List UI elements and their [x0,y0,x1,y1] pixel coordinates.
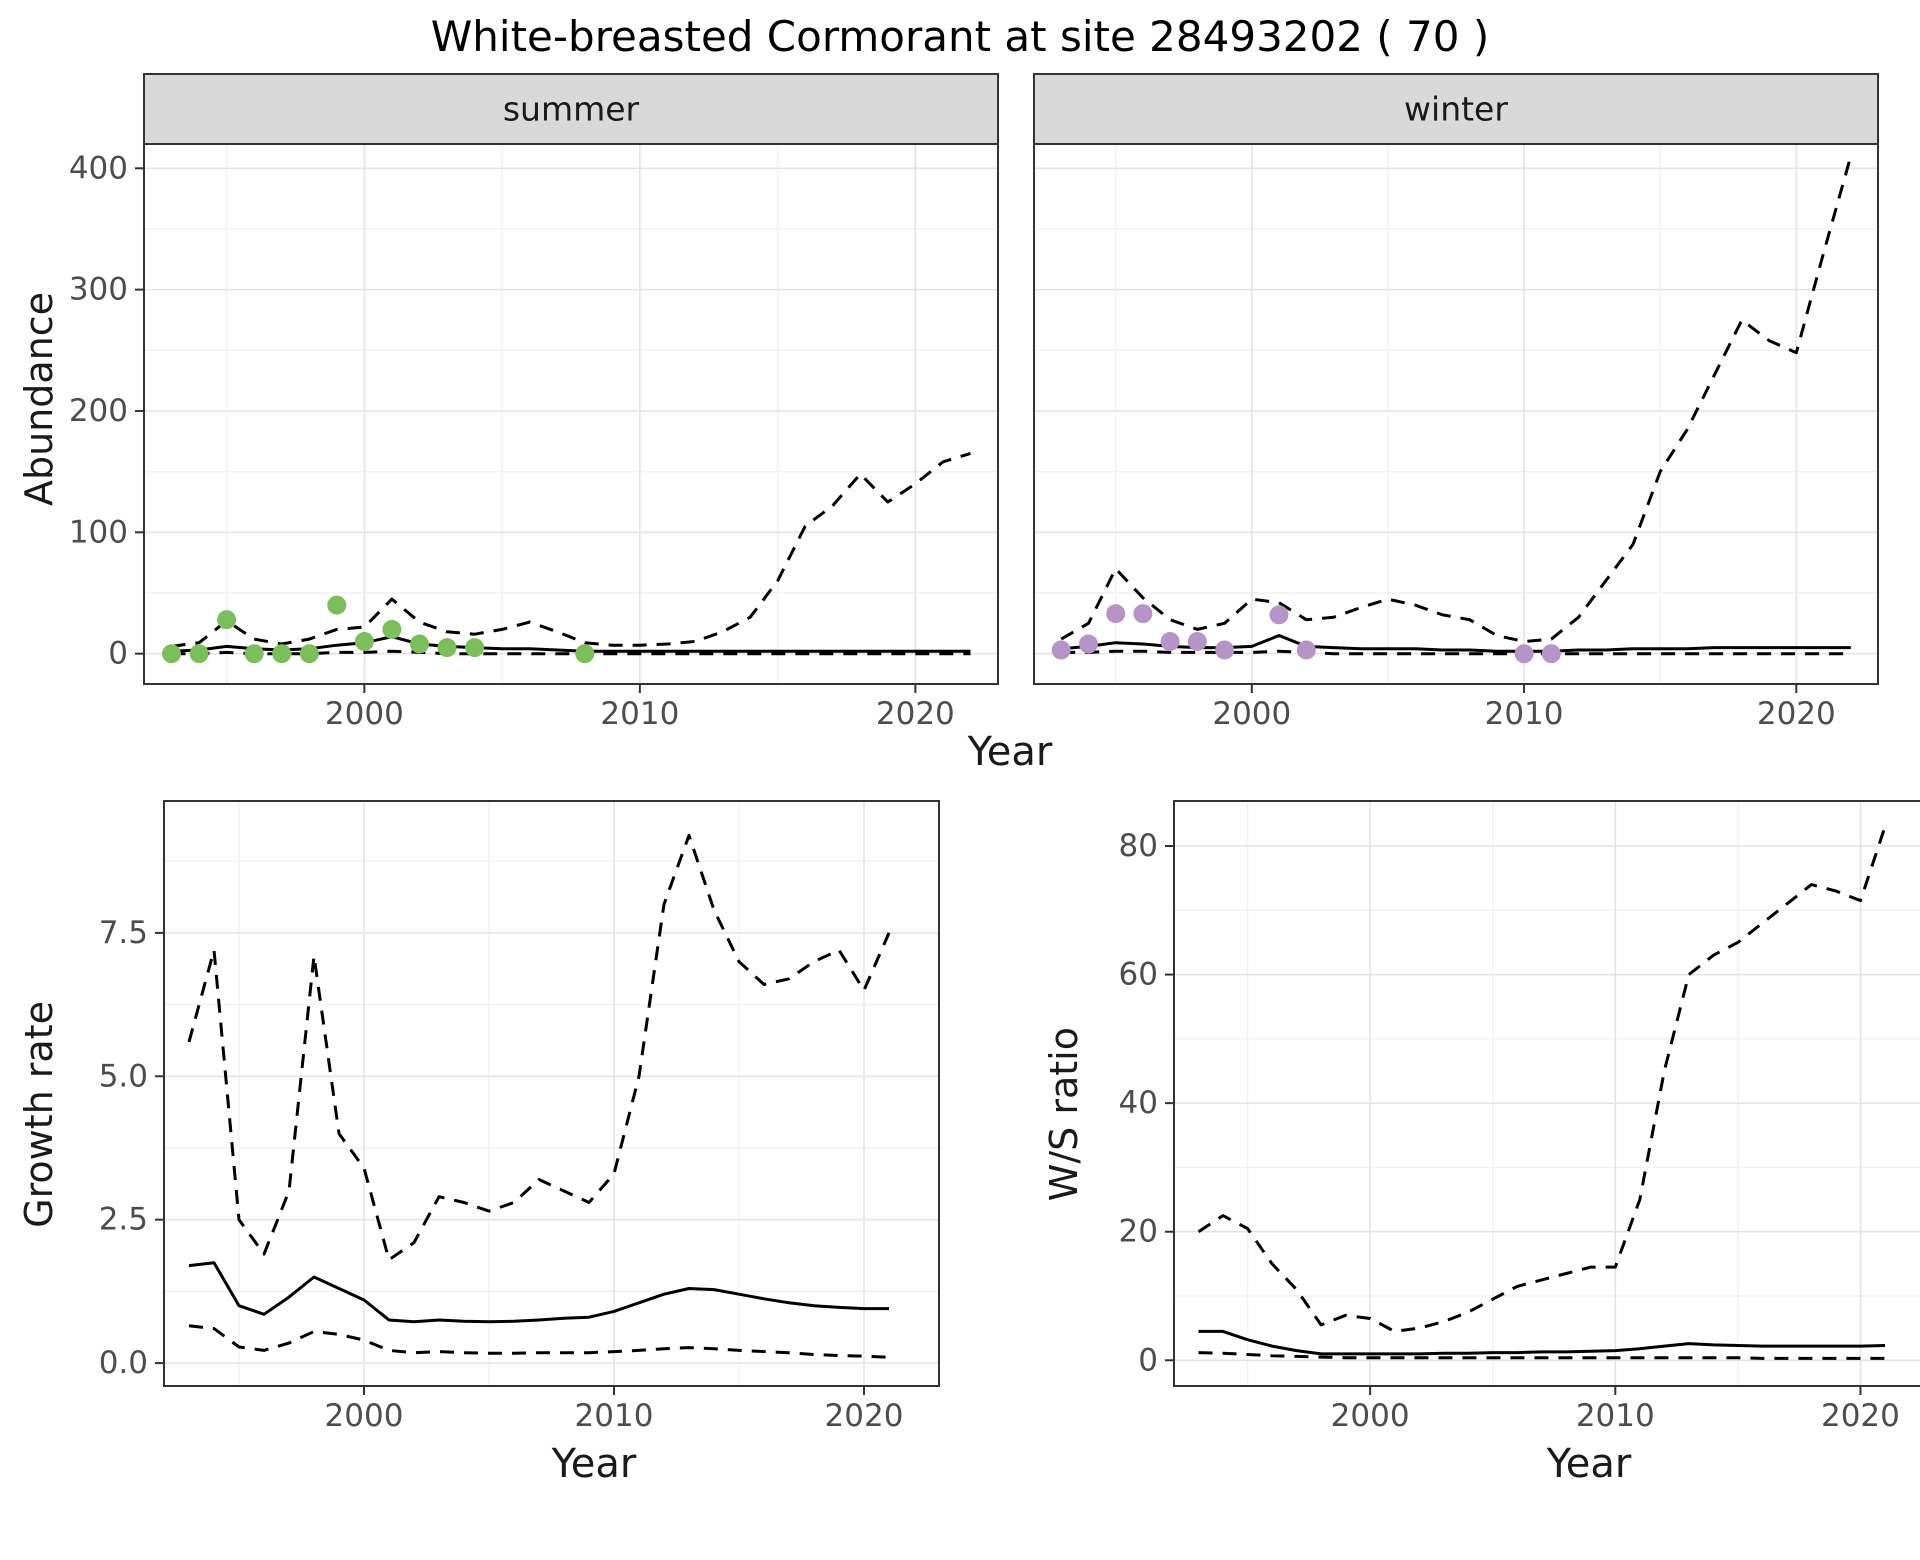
x-tick-label: 2000 [325,696,404,729]
x-axis-title-year-top: Year [967,729,1053,775]
x-tick-label: 2010 [1576,1398,1655,1434]
data-point-observed-winter [1160,632,1180,651]
data-point-observed-winter [1514,644,1534,664]
facet-strip-label: summer [503,90,640,129]
growth-rate-chart-col: 0.0 2.5 5.0 7.5 2000 2010 2020 Year [64,789,1039,1487]
series-upper_ci [1197,826,1887,1333]
data-point-observed-winter [1051,640,1071,660]
data-point-observed-summer [162,644,181,664]
x-tick-label: 2000 [1212,696,1291,729]
x-tick-label: 2020 [1757,696,1836,729]
panel-background [1034,144,1878,684]
y-tick-label: 60 [1119,957,1158,993]
y-axis-title-abundance: Abundance [17,291,61,507]
series-lower_ci [1198,1351,1885,1360]
ws-ratio-chart-col: 0 20 40 60 80 2000 2010 2020 Year [1089,789,1920,1487]
x-tick-label: 2010 [1485,696,1564,729]
y-axis-title-ws-box: W/S ratio [1039,789,1089,1439]
chart-ws-ratio: 0 20 40 60 80 2000 2010 2020 [1119,800,1920,1434]
y-tick-label: 40 [1119,1085,1158,1121]
series-median [1198,1329,1886,1356]
y-axis-title-growth-box: Growth rate [14,789,64,1439]
data-point-observed-summer [382,619,402,639]
data-point-observed-summer [575,644,595,664]
x-tick-label: 2020 [1821,1398,1900,1434]
panel-background [144,144,998,684]
series-median [188,1261,889,1324]
y-tick-label: 5.0 [99,1058,148,1094]
panel-border [163,800,940,1387]
data-point-observed-summer [217,610,237,630]
y-tick-label: 100 [69,514,128,550]
data-point-observed-winter [1269,605,1289,625]
y-tick-label: 400 [69,150,128,186]
data-point-observed-winter [1079,634,1098,654]
data-point-observed-summer [299,644,319,664]
data-point-observed-summer [244,644,264,664]
data-point-observed-summer [465,638,485,658]
data-point-observed-winter [1133,604,1153,624]
chart-abundance-summer: summer 0 100 200 300 400 2000 2010 2020 [69,73,999,729]
x-tick-label: 2000 [1331,1398,1410,1434]
data-point-observed-winter [1296,640,1316,660]
x-tick-label: 2020 [876,696,955,729]
x-tick-label: 2000 [325,1398,404,1434]
bottom-charts-row: Growth rate 0.0 2.5 5.0 7.5 2000 2010 2020 Yea… [0,789,1920,1487]
y-axis-title-ws-ratio: W/S ratio [1042,1026,1086,1202]
x-tick-label: 2010 [575,1398,654,1434]
facet-strip [143,73,999,145]
y-tick-label: 200 [69,393,128,429]
data-point-observed-summer [354,632,374,651]
facet-strip [1033,73,1879,145]
y-axis-title-abundance-box: Abundance [14,69,64,729]
growth-rate-chart-group: Growth rate 0.0 2.5 5.0 7.5 2000 2010 2020 Yea… [14,789,1039,1487]
series-lower_ci [1061,649,1851,656]
facet-strip-label: winter [1404,90,1508,129]
data-point-observed-summer [410,634,429,654]
panel-border [1173,800,1920,1387]
series-upper_ci [1060,155,1853,643]
x-tick-label: 2010 [600,696,679,729]
chart-title: White-breasted Cormorant at site 2849320… [430,12,1490,61]
abundance-facet-row: Abundance summer 0 100 200 300 400 2000 2010 202… [0,69,1920,729]
series-upper_ci [171,451,971,648]
y-tick-label: 2.5 [99,1202,148,1238]
x-axis-title-year-growth: Year [551,1441,637,1487]
data-point-observed-winter [1187,632,1207,651]
ws-ratio-chart-group: W/S ratio 0 20 40 60 80 2000 2010 2020 Year [1039,789,1920,1487]
y-tick-label: 0 [108,636,128,672]
chart-abundance-winter: winter 2000 2010 2020 [1033,73,1879,729]
data-point-observed-winter [1541,644,1561,664]
y-tick-label: 0 [1138,1342,1158,1378]
data-point-observed-summer [437,638,457,658]
data-point-observed-summer [189,644,209,664]
data-point-observed-summer [327,595,347,615]
x-axis-title-year-ws: Year [1546,1441,1632,1487]
chart-growth-rate: 0.0 2.5 5.0 7.5 2000 2010 2020 [99,800,940,1434]
data-point-observed-winter [1215,640,1235,660]
y-tick-label: 0.0 [99,1345,148,1381]
series-lower_ci [188,1324,890,1359]
y-tick-label: 300 [69,272,128,308]
data-point-observed-summer [272,644,292,664]
y-tick-label: 80 [1119,828,1158,864]
y-axis-title-growth-rate: Growth rate [17,1000,61,1228]
x-tick-label: 2020 [825,1398,904,1434]
data-point-observed-winter [1106,604,1126,624]
y-tick-label: 20 [1119,1214,1158,1250]
panel-background [164,801,939,1386]
y-tick-label: 7.5 [99,915,148,951]
series-upper_ci [187,833,891,1262]
